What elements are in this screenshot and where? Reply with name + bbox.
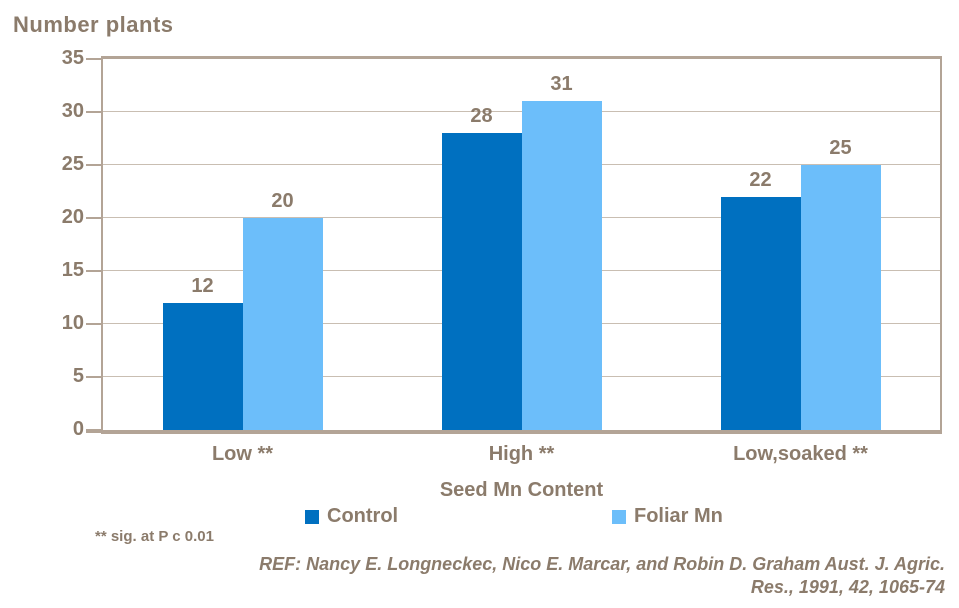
y-axis-tick-label: 35: [61, 47, 84, 69]
bar-foliar-mn: [521, 101, 602, 430]
y-axis-tick-label: 15: [61, 259, 84, 281]
bar-control: [441, 133, 522, 430]
bar-value-label: 25: [829, 137, 852, 159]
y-axis-tick: [86, 164, 101, 166]
legend-item-control: Control: [305, 505, 398, 528]
legend-swatch: [305, 509, 319, 524]
significance-note: ** sig. at P c 0.01: [95, 528, 214, 545]
bar-foliar-mn: [242, 218, 323, 430]
bar-control: [720, 196, 801, 430]
reference-citation: REF: Nancy E. Longneckec, Nico E. Marcar…: [259, 553, 945, 599]
legend-label: Control: [327, 505, 399, 527]
legend-label: Foliar Mn: [634, 505, 723, 527]
bar-foliar-mn: [800, 165, 881, 430]
category-label: Low,soaked **: [733, 443, 868, 465]
y-axis-tick-label: 25: [61, 153, 84, 175]
y-axis-tick: [86, 429, 101, 433]
bar-value-label: 20: [271, 190, 294, 212]
y-axis-tick: [86, 323, 101, 325]
x-axis-title: Seed Mn Content: [439, 479, 604, 501]
y-axis-tick-labels: 0 5 10 15 20 25 30 35: [0, 47, 84, 440]
bar-value-label: 31: [550, 73, 573, 96]
y-axis-tick: [86, 217, 101, 219]
y-axis-tick-label: 20: [61, 206, 84, 228]
bar-control: [162, 302, 243, 430]
bar-value-label: 12: [191, 274, 214, 297]
legend-item-foliar-mn: Foliar Mn: [612, 505, 723, 528]
legend-swatch: [612, 509, 626, 524]
y-axis-tick-label: 0: [72, 418, 84, 440]
y-axis-tick: [86, 376, 101, 378]
y-axis-tick-label: 5: [72, 365, 84, 387]
x-axis-category-labels: Low ** High ** Low,soaked **: [103, 443, 940, 466]
reference-line-1: REF: Nancy E. Longneckec, Nico E. Marcar…: [259, 554, 945, 574]
category-label: High **: [488, 443, 555, 465]
chart-title: Number plants: [13, 12, 174, 37]
y-axis-tick-label: 30: [61, 100, 84, 122]
bar-value-label: 28: [470, 105, 493, 128]
y-axis-tick-label: 10: [61, 312, 84, 334]
plot-area: 12 20 28 31 22 25: [86, 56, 942, 434]
reference-line-2: Res., 1991, 42, 1065-74: [750, 577, 945, 597]
y-axis-tick: [86, 58, 101, 60]
bar-value-label: 22: [749, 168, 772, 191]
y-axis-tick: [86, 270, 101, 272]
category-label: Low **: [211, 443, 274, 465]
y-axis-tick: [86, 111, 101, 113]
